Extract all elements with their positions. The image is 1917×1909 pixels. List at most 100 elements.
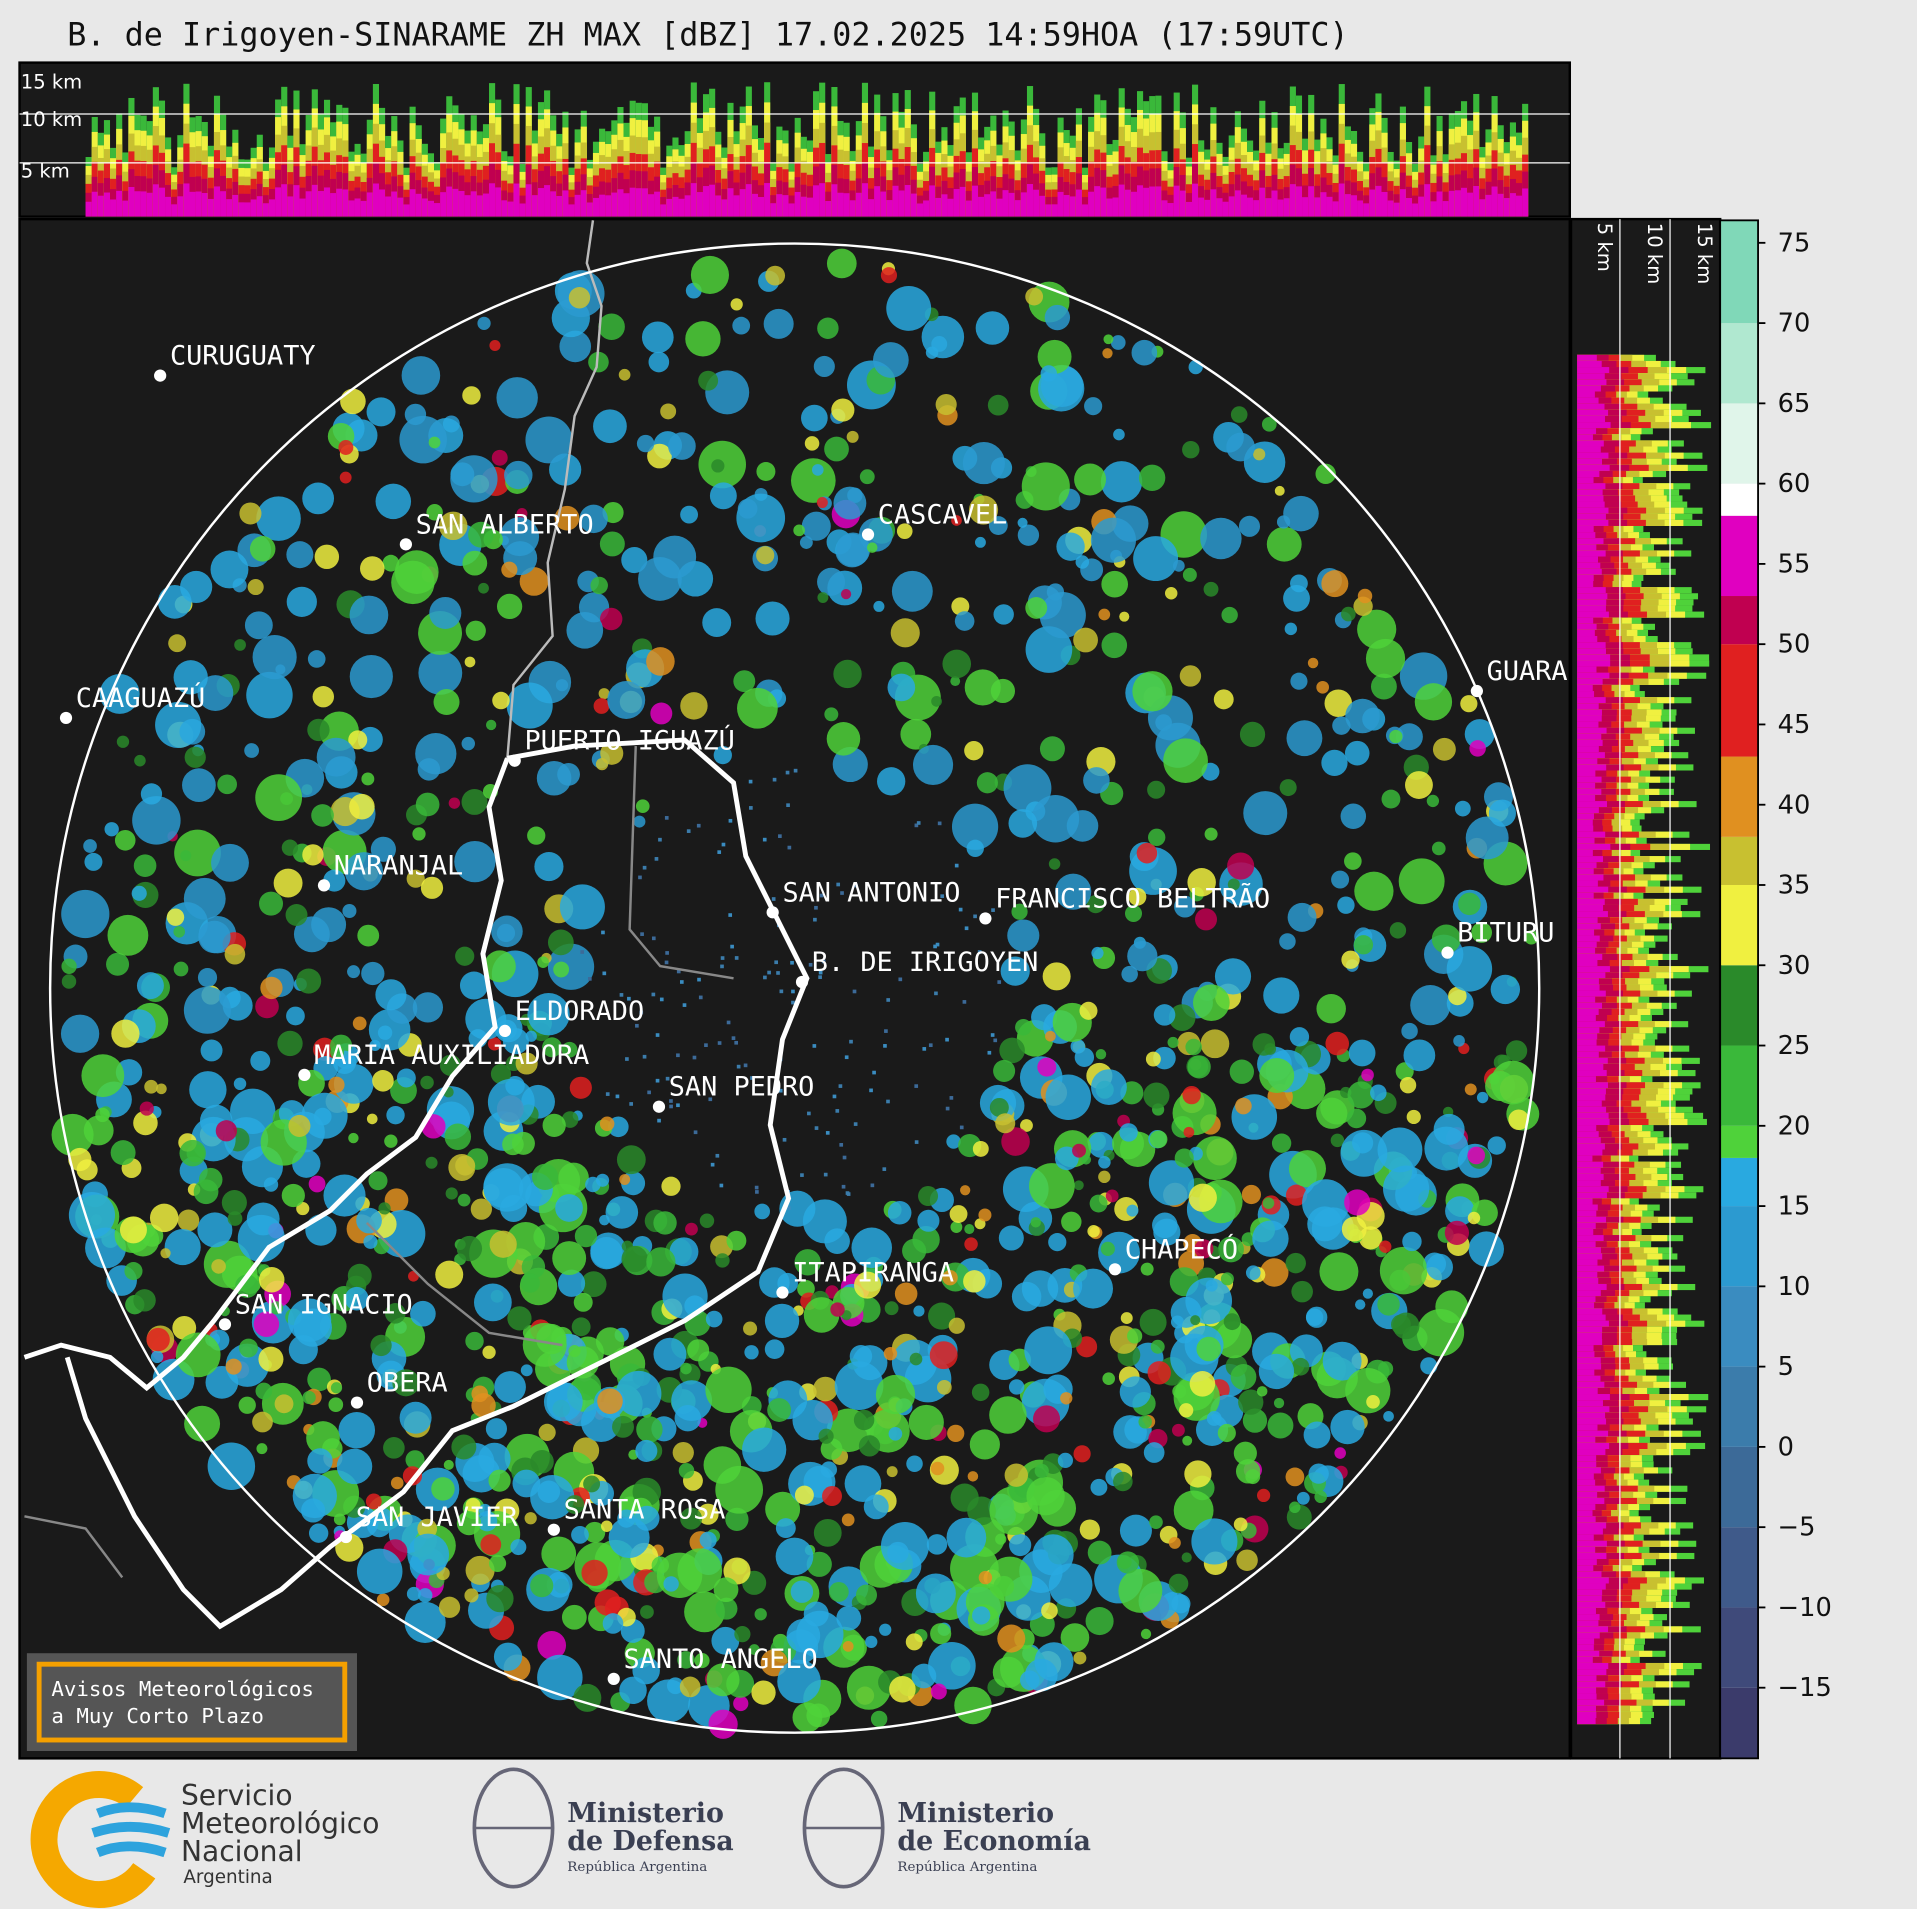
echo: [470, 191, 477, 217]
echo: [791, 989, 795, 994]
echo: [679, 1676, 701, 1698]
echo: [733, 670, 756, 693]
echo: [368, 1171, 388, 1191]
colorbar-band: [1720, 1125, 1759, 1158]
logo-text: República Argentina: [897, 1860, 1037, 1875]
echo: [1577, 1131, 1599, 1138]
colorbar-band: [1720, 1045, 1759, 1126]
echo: [999, 1037, 1025, 1064]
echo: [438, 1596, 461, 1618]
echo: [1577, 458, 1603, 465]
echo: [256, 196, 263, 217]
echo: [757, 197, 765, 217]
echo: [345, 419, 378, 452]
echo: [1577, 1088, 1606, 1095]
echo: [888, 1426, 903, 1441]
colorbar-band: [1720, 515, 1759, 597]
echo: [1577, 1296, 1596, 1303]
echo: [778, 834, 782, 838]
echo: [1174, 895, 1196, 918]
echo: [427, 200, 435, 217]
echo: [917, 1209, 940, 1232]
echo: [1031, 795, 1080, 843]
echo: [1577, 1039, 1597, 1046]
echo: [1577, 1161, 1604, 1168]
echo: [971, 185, 979, 217]
echo: [593, 698, 610, 714]
echo: [407, 1533, 450, 1576]
echo: [636, 1416, 663, 1443]
echo: [1370, 1084, 1387, 1102]
echo: [837, 192, 844, 217]
echo: [457, 1193, 471, 1207]
echo: [1284, 622, 1298, 636]
echo: [1577, 1051, 1599, 1058]
echo: [571, 1317, 591, 1337]
echo: [861, 183, 869, 217]
echo: [354, 198, 361, 217]
echo: [946, 1134, 961, 1149]
echo: [1577, 782, 1596, 789]
echo: [1382, 1165, 1430, 1212]
echo: [1488, 799, 1517, 827]
echo: [774, 960, 778, 965]
echo: [959, 186, 966, 217]
echo: [470, 1198, 493, 1220]
echo: [826, 722, 861, 756]
city-label: SAN PEDRO: [669, 1072, 815, 1103]
echo: [987, 1556, 1033, 1602]
echo: [858, 517, 893, 552]
echo: [636, 434, 655, 453]
logo-text: Nacional: [181, 1835, 303, 1868]
echo: [794, 191, 801, 217]
notice-text: Avisos Meteorológicos: [51, 1677, 314, 1701]
echo: [581, 1559, 608, 1586]
echo: [959, 1125, 964, 1130]
echo: [1295, 186, 1303, 217]
echo: [1577, 373, 1605, 380]
echo: [569, 1076, 592, 1099]
echo: [619, 993, 624, 997]
echo: [1577, 367, 1610, 374]
echo: [1161, 200, 1168, 217]
echo: [1181, 1552, 1192, 1563]
echo: [836, 1605, 862, 1631]
echo: [821, 959, 826, 964]
echo: [110, 1140, 136, 1166]
echo: [1577, 1522, 1607, 1529]
echo: [819, 893, 824, 898]
echo: [1233, 1441, 1257, 1465]
echo: [207, 1442, 256, 1490]
echo: [647, 1090, 651, 1095]
echo: [552, 1241, 587, 1276]
echo: [1182, 567, 1197, 582]
echo: [599, 194, 606, 217]
echo: [428, 436, 441, 449]
echo: [672, 1441, 694, 1464]
logo-text: República Argentina: [567, 1860, 707, 1875]
echo: [1110, 335, 1126, 350]
echo: [951, 803, 999, 850]
echo: [213, 186, 221, 217]
echo: [990, 1033, 995, 1037]
echo: [1577, 1418, 1607, 1425]
echo: [947, 1424, 965, 1442]
echo: [1173, 185, 1180, 217]
echo: [937, 821, 942, 826]
echo: [1198, 197, 1205, 217]
echo: [1172, 1091, 1217, 1136]
echo: [307, 718, 330, 742]
echo: [366, 397, 396, 427]
echo: [991, 908, 995, 912]
echo: [1403, 1039, 1436, 1072]
echo: [831, 398, 855, 422]
echo: [193, 1179, 219, 1205]
echo: [133, 1110, 158, 1136]
echo: [1577, 1137, 1601, 1144]
colorbar-band: [1720, 1607, 1759, 1688]
echo: [931, 695, 942, 707]
echo: [941, 194, 948, 217]
echo: [1303, 1421, 1331, 1449]
echo: [964, 1224, 975, 1235]
echo: [958, 907, 963, 912]
